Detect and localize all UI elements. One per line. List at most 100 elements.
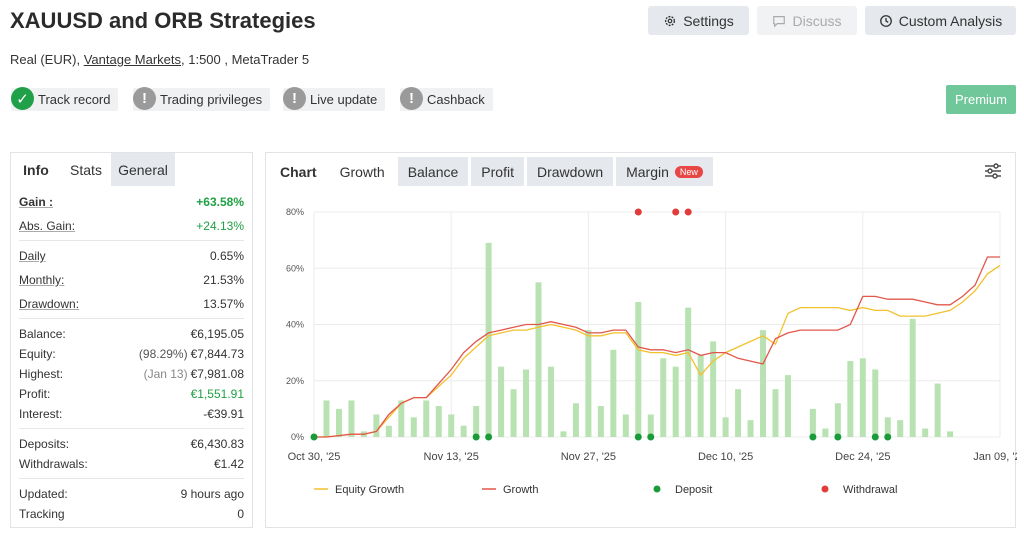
daily-bar [722,417,729,437]
tab-info[interactable]: Info [11,153,61,186]
legend-label: Withdrawal [843,484,897,496]
daily-bar [585,330,592,437]
deposit-marker [834,433,842,441]
stats-panel: Info Stats General Gain : +63.58% Abs. Ga… [10,152,253,528]
daily-bar [760,330,767,437]
discuss-button[interactable]: Discuss [757,6,857,35]
equity-growth-line [314,264,1001,438]
page-title: XAUUSD and ORB Strategies [10,8,316,33]
y-tick-label: 40% [286,320,304,330]
badge-label: Cashback [427,92,485,107]
discuss-label: Discuss [792,12,842,29]
filter-settings-icon[interactable] [983,161,1003,181]
stat-monthly: Monthly: 21.53% [19,273,244,287]
growth-line [314,256,1000,438]
withdrawal-marker [684,208,692,216]
account-type: Real (EUR), [10,52,81,67]
x-tick-label: Oct 30, '25 [288,451,341,463]
stat-profit: Profit: €1,551.91 [19,387,244,401]
deposit-marker [809,433,817,441]
custom-analysis-label: Custom Analysis [898,12,1003,29]
y-tick-label: 80% [286,207,304,217]
daily-bar [523,369,530,437]
daily-bar [809,408,816,437]
stat-interest: Interest: -€39.91 [19,407,244,421]
daily-bar [647,414,654,437]
daily-bar [473,406,480,437]
daily-bar [485,242,492,437]
tab-stats[interactable]: Stats [61,153,111,186]
badge-label: Trading privileges [160,92,263,107]
daily-bar [847,361,854,437]
daily-bar [622,414,629,437]
legend-label: Deposit [675,484,712,496]
legend-label: Growth [503,484,538,496]
stat-equity: Equity: (98.29%) €7,844.73 [19,347,244,361]
daily-bar [635,302,642,437]
tab-general[interactable]: General [111,153,175,186]
daily-bar [323,400,330,437]
deposit-marker [871,433,879,441]
tab-margin-label: Margin [626,163,669,180]
settings-label: Settings [683,12,734,29]
stat-deposits: Deposits: €6,430.83 [19,437,244,451]
daily-bar [385,425,392,437]
settings-button[interactable]: Settings [648,6,749,35]
legend-dot-swatch [653,485,661,493]
daily-bar [610,349,617,437]
daily-bar [460,425,467,437]
checkmark-icon: ✓ [11,87,34,110]
gear-icon [665,15,676,26]
daily-bar [822,428,829,437]
daily-bar [448,414,455,437]
deposit-marker [884,433,892,441]
daily-bar [947,431,954,437]
daily-bar [435,406,442,437]
daily-bar [697,355,704,437]
daily-bar [672,366,679,437]
custom-analysis-button[interactable]: Custom Analysis [865,6,1016,35]
daily-bar [834,403,841,437]
deposit-marker [634,433,642,441]
x-tick-label: Nov 27, '25 [561,451,616,463]
badge-track-record[interactable]: ✓ Track record [11,87,119,111]
tab-balance[interactable]: Balance [397,157,469,186]
deposit-marker [647,433,655,441]
withdrawal-marker [672,208,680,216]
badge-live-update[interactable]: ! Live update [283,87,386,111]
deposit-marker [472,433,480,441]
y-tick-label: 60% [286,263,304,273]
badge-cashback[interactable]: ! Cashback [400,87,493,111]
tab-growth[interactable]: Growth [329,157,395,186]
daily-bar [922,428,929,437]
stat-drawdown: Drawdown: 13.57% [19,297,244,311]
stat-updated: Updated: 9 hours ago [19,487,244,501]
badge-trading-privileges[interactable]: ! Trading privileges [133,87,271,111]
x-tick-label: Jan 09, '26 [973,451,1017,463]
tab-drawdown[interactable]: Drawdown [526,157,614,186]
daily-bar [547,366,554,437]
broker-link[interactable]: Vantage Markets [83,52,182,67]
chart-tabs: Chart Growth Balance Profit Drawdown Mar… [266,153,1015,186]
tab-chart[interactable]: Chart [270,157,327,186]
tab-profit[interactable]: Profit [471,157,524,186]
daily-bar [535,282,542,437]
stat-tracking: Tracking 0 [19,507,244,521]
account-subtitle: Real (EUR), Vantage Markets, 1:500 , Met… [10,52,309,67]
premium-button[interactable]: Premium [946,85,1016,114]
new-badge: New [674,165,703,178]
stats-tabs: Info Stats General [11,153,252,186]
stat-highest: Highest: (Jan 13) €7,981.08 [19,367,244,381]
daily-bar [772,389,779,437]
withdrawal-marker [634,208,642,216]
stat-gain: Gain : +63.58% [19,195,244,209]
growth-chart: 0% 20% 40% 60% 80% Oct 30, '25 Nov 13, '25 Nov … [286,207,1017,496]
tab-margin[interactable]: Margin New [616,157,713,186]
daily-bar [784,375,791,437]
daily-bar [597,406,604,437]
legend-dot-swatch [821,485,829,493]
daily-bar [872,369,879,437]
daily-bar [423,400,430,437]
daily-bar [373,414,380,437]
daily-bar [934,383,941,437]
